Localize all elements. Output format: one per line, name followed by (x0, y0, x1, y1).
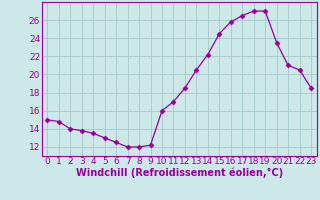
X-axis label: Windchill (Refroidissement éolien,°C): Windchill (Refroidissement éolien,°C) (76, 168, 283, 178)
